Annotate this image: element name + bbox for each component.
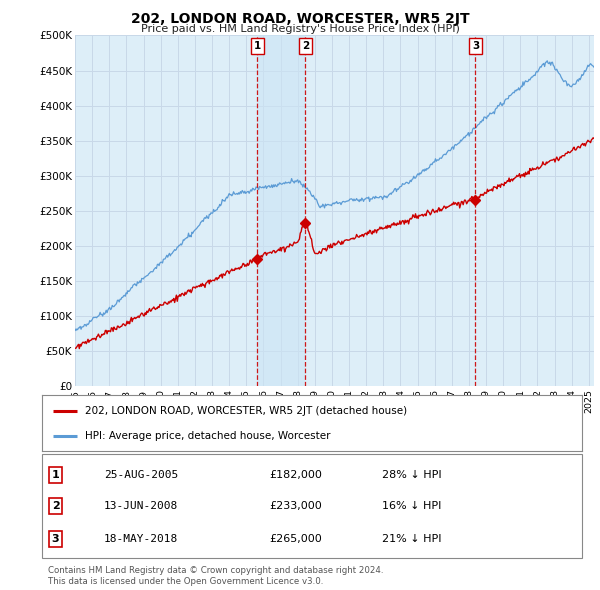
Text: 3: 3 (52, 534, 59, 544)
Text: 1: 1 (52, 470, 59, 480)
Text: 2: 2 (302, 41, 309, 51)
Text: £233,000: £233,000 (269, 501, 322, 511)
Text: Contains HM Land Registry data © Crown copyright and database right 2024.: Contains HM Land Registry data © Crown c… (48, 566, 383, 575)
Text: 28% ↓ HPI: 28% ↓ HPI (382, 470, 442, 480)
Text: 13-JUN-2008: 13-JUN-2008 (104, 501, 178, 511)
Text: 21% ↓ HPI: 21% ↓ HPI (382, 534, 442, 544)
Bar (257, 35, 305, 386)
Text: HPI: Average price, detached house, Worcester: HPI: Average price, detached house, Worc… (85, 431, 331, 441)
Text: 2: 2 (52, 501, 59, 511)
Text: Price paid vs. HM Land Registry's House Price Index (HPI): Price paid vs. HM Land Registry's House … (140, 24, 460, 34)
Text: 3: 3 (472, 41, 479, 51)
Text: £182,000: £182,000 (269, 470, 322, 480)
Text: 1: 1 (254, 41, 261, 51)
Text: 16% ↓ HPI: 16% ↓ HPI (382, 501, 442, 511)
Text: 202, LONDON ROAD, WORCESTER, WR5 2JT: 202, LONDON ROAD, WORCESTER, WR5 2JT (131, 12, 469, 26)
Text: £265,000: £265,000 (269, 534, 322, 544)
Text: 202, LONDON ROAD, WORCESTER, WR5 2JT (detached house): 202, LONDON ROAD, WORCESTER, WR5 2JT (de… (85, 406, 407, 416)
Text: 25-AUG-2005: 25-AUG-2005 (104, 470, 178, 480)
Text: This data is licensed under the Open Government Licence v3.0.: This data is licensed under the Open Gov… (48, 577, 323, 586)
Text: 18-MAY-2018: 18-MAY-2018 (104, 534, 178, 544)
